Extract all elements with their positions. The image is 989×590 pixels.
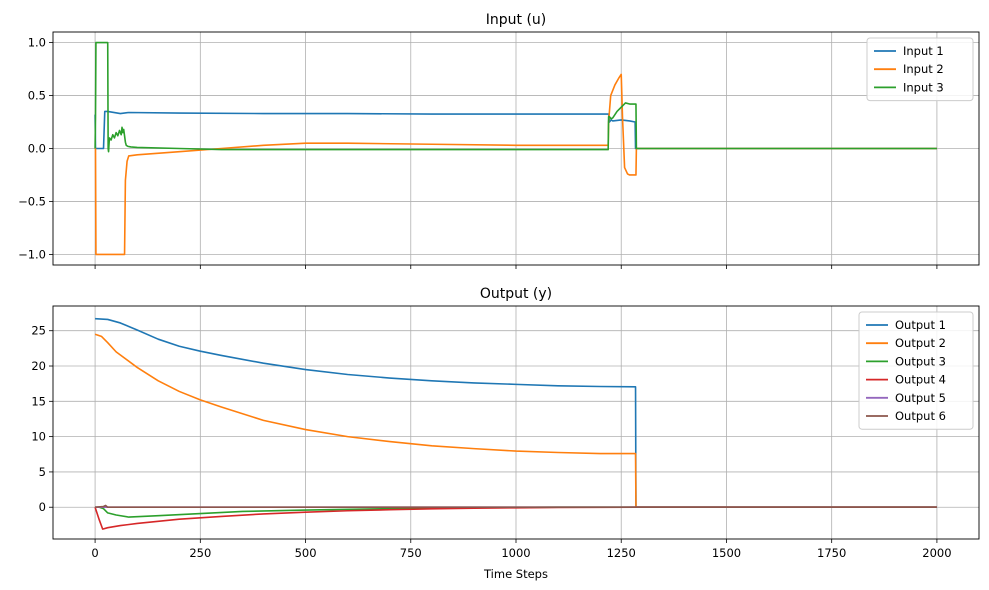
legend-label-1: Output 1	[895, 318, 946, 332]
y-tick-label: 20	[31, 359, 46, 373]
y-tick-label: 1.0	[28, 36, 46, 50]
subplot-title: Output (y)	[480, 286, 552, 302]
legend-label-6: Output 6	[895, 409, 946, 423]
x-tick-label: 1000	[501, 546, 530, 560]
subplot-2: 0 250 500 750 1000 1250 1500 1750 2000 0 5 10 15 20 25…	[31, 286, 980, 581]
x-axis-label: Time Steps	[483, 567, 548, 581]
x-tick-label: 500	[295, 546, 317, 560]
y-tick-label: 0.0	[28, 142, 46, 156]
series-line-2	[94, 73, 937, 256]
y-tick-label: 5	[39, 465, 46, 479]
subplot-title: Input (u)	[486, 12, 547, 28]
legend-label-1: Input 1	[903, 44, 944, 58]
series-line-1	[95, 317, 937, 509]
series-line-6	[95, 504, 937, 509]
y-tick-label: 0	[39, 500, 46, 514]
legend-label-2: Output 2	[895, 336, 946, 350]
legend-label-3: Input 3	[903, 80, 944, 94]
subplot-1: −1.0 −0.5 0.0 0.5 1.0 Input (u) Input 1 Input 2…	[18, 12, 980, 269]
x-tick-label: 1500	[712, 546, 741, 560]
legend: Output 1 Output 2 Output 3 Output 4 Output 5…	[858, 311, 974, 430]
legend-label-4: Output 4	[895, 373, 946, 387]
x-tick-label: 0	[91, 546, 98, 560]
legend-label-5: Output 5	[895, 391, 946, 405]
legend-box	[858, 311, 974, 430]
y-tick-label: −0.5	[18, 194, 46, 208]
series-line-2	[94, 333, 937, 509]
x-tick-label: 1250	[607, 546, 636, 560]
y-tick-label: 25	[31, 324, 46, 338]
x-tick-label: 750	[400, 546, 422, 560]
legend: Input 1 Input 2 Input 3	[866, 37, 974, 102]
y-tick-label: −1.0	[18, 247, 46, 261]
series-line-1	[94, 110, 937, 150]
x-tick-label: 2000	[922, 546, 951, 560]
x-tick-label: 1750	[817, 546, 846, 560]
series-line-3	[94, 41, 937, 153]
y-tick-label: 10	[31, 430, 46, 444]
legend-label-2: Input 2	[903, 62, 944, 76]
y-tick-label: 15	[31, 394, 46, 408]
x-tick-label: 250	[189, 546, 211, 560]
y-tick-label: 0.5	[28, 89, 46, 103]
legend-label-3: Output 3	[895, 354, 946, 368]
legend-box	[866, 37, 974, 102]
